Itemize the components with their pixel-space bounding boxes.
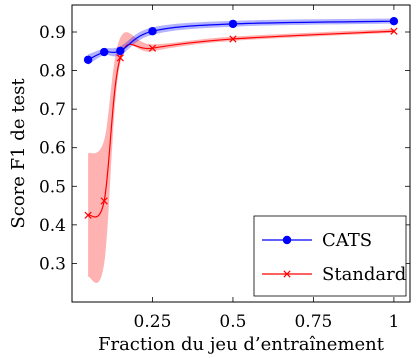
point-standard-2 [116,54,124,62]
point-standard-1 [100,197,108,205]
legend-marker-standard [283,270,291,278]
y-tick-label-1: 0.4 [39,216,66,236]
point-standard-3 [148,44,157,52]
point-cats-5 [389,17,399,26]
line-cats [87,20,394,61]
series-lines [87,20,394,218]
x-tick-label-2: 0.75 [294,312,332,332]
y-tick-label-4: 0.7 [39,100,66,120]
y-tick-label-6: 0.9 [39,23,66,43]
point-cats-4 [228,19,238,29]
point-standard-0 [84,211,92,219]
legend-entry-standard: Standard [262,264,406,285]
legend-box [253,215,407,297]
y-axis-title: Score F1 de test [8,78,29,229]
plot-frame [71,4,411,303]
x-tick-label-3: 1 [388,312,399,332]
point-standard-4 [229,35,237,43]
point-cats-0 [83,55,93,64]
legend-label-standard: Standard [322,264,406,285]
point-cats-3 [148,27,157,36]
x-tick-labels: 0.25 0.5 0.75 1 [134,312,400,332]
y-tick-label-5: 0.8 [39,62,66,82]
series-markers [83,17,399,219]
point-standard-5 [390,27,398,35]
point-cats-2 [116,46,125,56]
x-tick-label-0: 0.25 [134,312,172,332]
x-tick-label-1: 0.5 [219,312,246,332]
y-tick-labels: 0.3 0.4 0.5 0.6 0.7 0.8 0.9 [39,23,66,274]
axis-ticks [72,5,410,302]
y-tick-label-0: 0.3 [39,254,66,274]
y-tick-label-3: 0.6 [39,139,66,159]
x-axis-title: Fraction du jeu d’entraînement [98,334,385,355]
legend-label-cats: CATS [322,230,372,251]
point-cats-1 [99,47,109,57]
band-cats [88,18,394,65]
y-tick-label-2: 0.5 [39,177,66,197]
legend-entry-cats: CATS [262,230,372,251]
legend-marker-cats [282,235,292,245]
legend: CATS Standard [253,215,407,297]
line-standard [87,30,394,218]
